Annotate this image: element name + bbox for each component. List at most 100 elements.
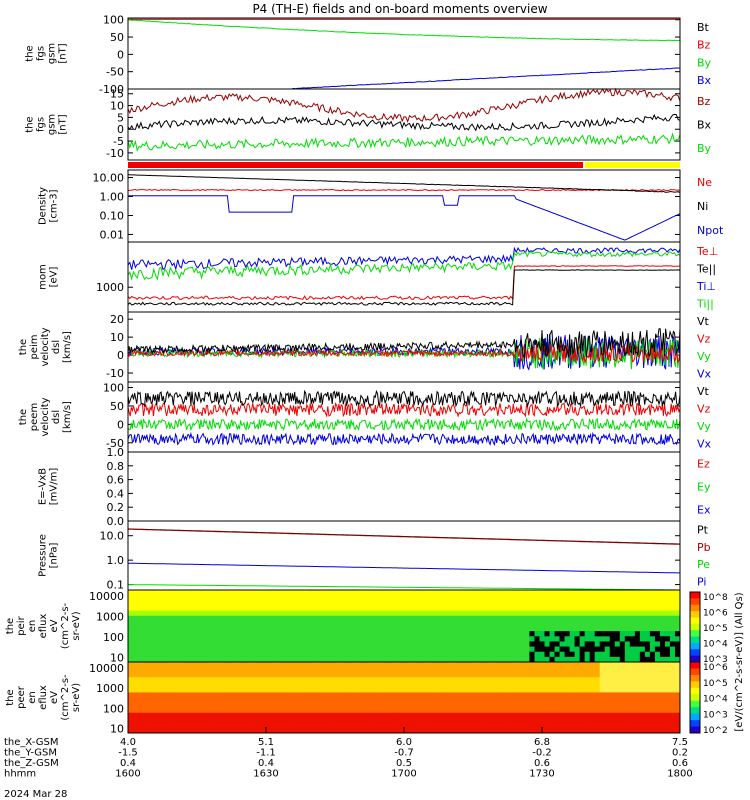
spectro-cell: [223, 636, 229, 642]
spectro-cell: [634, 641, 641, 648]
spectro-cell: [414, 590, 420, 596]
colorbar-tick: 10^5: [703, 679, 728, 689]
spectro-cell: [639, 620, 646, 627]
spectro-cell: [579, 656, 586, 663]
spectro-cell: [639, 672, 646, 678]
spectro-cell: [404, 605, 410, 612]
spectro-cell: [489, 641, 495, 648]
spectro-cell: [594, 641, 601, 648]
spectro-cell: [464, 590, 470, 596]
spectro-cell: [449, 610, 455, 617]
spectro-cell: [514, 600, 520, 606]
spectro-cell: [343, 631, 350, 637]
spectro-cell: [504, 662, 510, 668]
colorbar-cell: [690, 592, 700, 599]
spectro-cell: [368, 717, 375, 724]
spectro-cell: [228, 712, 234, 719]
spectro-cell: [223, 712, 229, 719]
spectro-cell: [168, 590, 174, 596]
spectro-cell: [358, 687, 365, 693]
spectro-cell: [153, 702, 159, 709]
spectro-cell: [489, 651, 495, 658]
spectro-cell: [419, 662, 425, 668]
spectro-cell: [419, 636, 425, 642]
spectro-cell: [133, 641, 139, 648]
ylabel-peir-1: peir: [16, 615, 27, 635]
spectro-cell: [358, 651, 365, 658]
spectro-cell: [639, 636, 646, 642]
spectro-cell: [429, 712, 435, 719]
spectro-cell: [484, 717, 490, 724]
spectro-cell: [318, 727, 325, 734]
spectro-cell: [323, 646, 330, 653]
spectro-cell: [589, 677, 596, 683]
spectro-cell: [459, 620, 465, 627]
spectro-cell: [163, 631, 169, 637]
spectro-cell: [584, 717, 591, 724]
spectro-cell: [484, 727, 490, 734]
spectro-cell: [318, 641, 325, 648]
spectro-cell: [444, 687, 450, 693]
spectro-cell: [398, 722, 405, 729]
spectro-cell: [664, 662, 671, 668]
spectro-cell: [459, 631, 465, 637]
spectro-cell: [148, 682, 154, 688]
spectro-cell: [574, 605, 581, 612]
spectro-cell: [659, 626, 666, 632]
spectro-cell: [158, 662, 164, 668]
spectro-cell: [168, 687, 174, 693]
spectro-cell: [143, 590, 149, 596]
spectro-cell: [358, 667, 365, 673]
spectro-cell: [454, 646, 460, 653]
spectro-cell: [624, 667, 631, 673]
spectro-cell: [348, 605, 355, 612]
spectro-cell: [499, 702, 505, 709]
spectro-cell: [654, 672, 661, 678]
spectro-cell: [504, 620, 510, 627]
spectro-cell: [564, 656, 571, 663]
spectro-cell: [153, 620, 159, 627]
spectro-cell: [574, 707, 581, 714]
spectro-cell: [218, 636, 224, 642]
spectro-cell: [308, 615, 315, 622]
spectro-cell: [654, 641, 661, 648]
spectro-cell: [589, 636, 596, 642]
spectro-cell: [644, 636, 651, 642]
spectro-cell: [318, 677, 325, 683]
spectro-cell: [243, 631, 249, 637]
spectro-cell: [504, 717, 510, 724]
spectro-cell: [238, 702, 244, 709]
spectro-cell: [589, 620, 596, 627]
spectro-cell: [203, 631, 209, 637]
spectro-cell: [449, 600, 455, 606]
spectro-cell: [554, 717, 561, 724]
spectro-cell: [569, 677, 576, 683]
spectro-cell: [373, 702, 380, 709]
spectro-cell: [429, 595, 435, 601]
spectro-cell: [228, 727, 234, 734]
spectro-cell: [303, 672, 310, 678]
spectro-cell: [168, 626, 174, 632]
spectro-cell: [589, 631, 596, 637]
spectro-cell: [203, 667, 209, 673]
spectro-cell: [213, 646, 219, 653]
spectro-cell: [504, 610, 510, 617]
spectro-cell: [564, 707, 571, 714]
spectro-cell: [589, 646, 596, 653]
spectro-cell: [128, 707, 134, 714]
spectro-cell: [414, 677, 420, 683]
spectro-cell: [183, 667, 189, 673]
spectro-cell: [278, 682, 285, 688]
spectro-cell: [409, 662, 415, 668]
spectro-cell: [534, 697, 540, 704]
spectro-cell: [609, 667, 616, 673]
spectro-cell: [604, 590, 611, 596]
spectro-cell: [439, 682, 445, 688]
spectro-cell: [333, 677, 340, 683]
spectro-cell: [434, 626, 440, 632]
spectro-cell: [188, 687, 194, 693]
ytick-label-peem: 50: [110, 400, 124, 413]
spectro-cell: [298, 662, 305, 668]
spectro-cell: [674, 620, 681, 627]
